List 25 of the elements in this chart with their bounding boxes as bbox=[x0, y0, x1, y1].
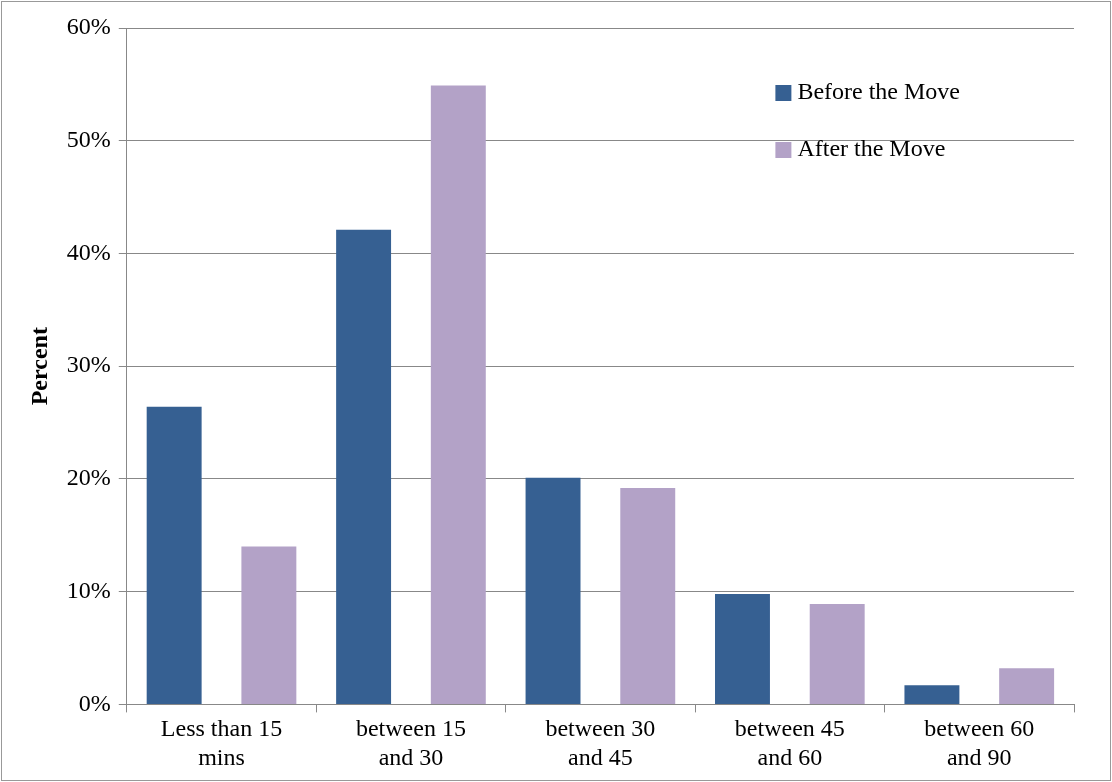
bar bbox=[809, 604, 865, 704]
x-tick-label: between 30 and 45 bbox=[545, 715, 656, 770]
y-tick-label: 60% bbox=[66, 13, 111, 40]
y-axis-title: Percent bbox=[25, 327, 52, 406]
y-tick-label: 30% bbox=[66, 351, 111, 378]
x-tick-label: between 15 and 30 bbox=[355, 715, 466, 770]
x-tick-label: between 60 and 90 bbox=[924, 715, 1035, 770]
legend-label: After the Move bbox=[797, 135, 946, 162]
bar bbox=[525, 477, 581, 704]
bar bbox=[241, 546, 297, 704]
y-tick-label: 10% bbox=[66, 576, 111, 603]
y-tick-label: 0% bbox=[78, 689, 111, 716]
bar bbox=[430, 85, 486, 704]
y-tick-label: 50% bbox=[66, 126, 111, 153]
bar bbox=[336, 229, 392, 704]
bar bbox=[904, 685, 960, 704]
bar bbox=[715, 593, 770, 704]
x-tick-label: Less than 15 mins bbox=[160, 715, 283, 770]
bar bbox=[146, 406, 202, 704]
bar bbox=[620, 487, 676, 704]
y-tick-label: 20% bbox=[66, 464, 111, 491]
legend-label: Before the Move bbox=[797, 78, 960, 105]
bar bbox=[999, 668, 1055, 704]
x-tick-label: between 45 and 60 bbox=[734, 715, 845, 770]
y-tick-label: 40% bbox=[66, 238, 111, 265]
